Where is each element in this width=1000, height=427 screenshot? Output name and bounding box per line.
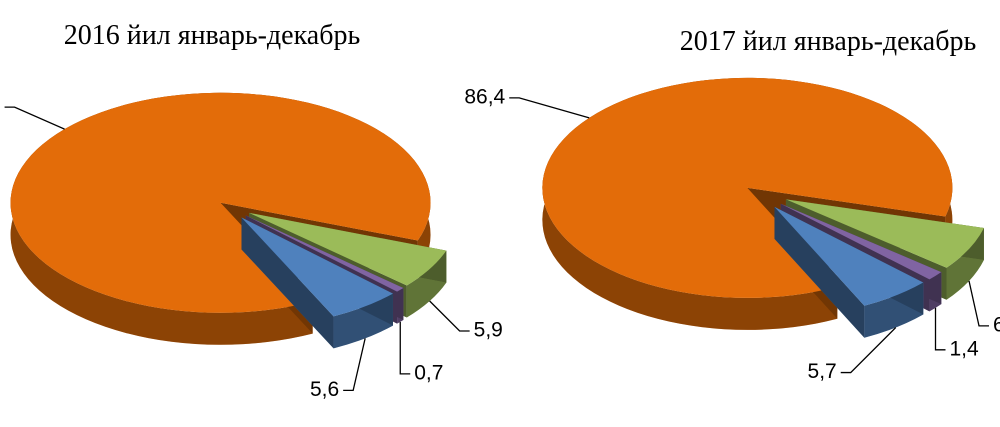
leader-line: [934, 307, 946, 351]
data-label: 5,9: [474, 319, 503, 342]
data-label: 5,7: [808, 360, 837, 383]
data-label: 5,6: [310, 378, 339, 401]
leader-line: [840, 327, 897, 374]
leader-line: [399, 321, 411, 375]
data-label: 6,5: [993, 313, 1000, 336]
slice: [241, 217, 393, 317]
slice: [249, 212, 447, 286]
data-label: 87,8: [0, 95, 1, 118]
slice: [780, 203, 942, 280]
slice: [774, 206, 924, 306]
slice: [785, 199, 984, 268]
leader-line: [343, 338, 366, 391]
leader-line: [509, 97, 590, 119]
leader-line: [429, 300, 470, 332]
slice: [542, 77, 953, 298]
data-label: 86,4: [464, 85, 505, 108]
chart-title: 2016 йил январь-декабрь: [64, 20, 360, 51]
slice: [245, 215, 404, 292]
leader-line: [968, 280, 990, 327]
chart-title: 2017 йил январь-декабрь: [680, 26, 976, 57]
slice: [10, 92, 431, 313]
data-label: 0,7: [414, 361, 443, 384]
leader-line: [4, 106, 65, 130]
data-label: 1,4: [950, 337, 980, 360]
